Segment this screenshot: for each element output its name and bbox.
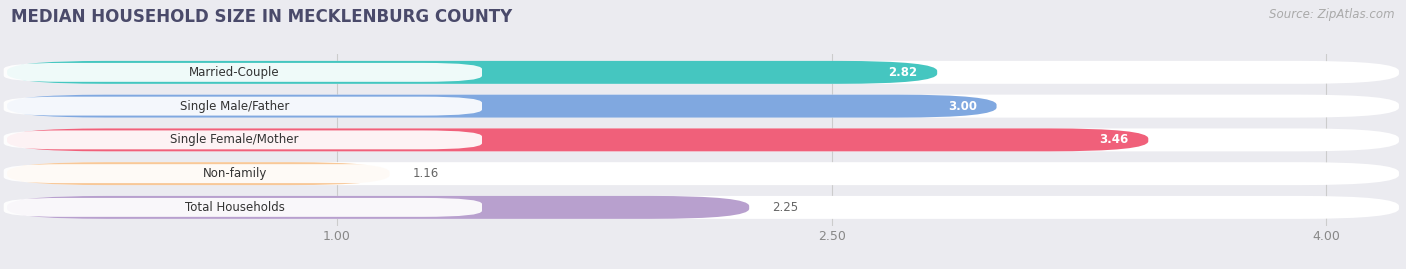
Text: 3.00: 3.00 <box>948 100 977 113</box>
FancyBboxPatch shape <box>4 130 482 149</box>
Text: 2.82: 2.82 <box>889 66 917 79</box>
FancyBboxPatch shape <box>7 162 389 185</box>
Text: Single Male/Father: Single Male/Father <box>180 100 290 113</box>
FancyBboxPatch shape <box>7 128 1399 151</box>
Text: 3.46: 3.46 <box>1099 133 1129 146</box>
FancyBboxPatch shape <box>4 164 482 183</box>
FancyBboxPatch shape <box>7 61 1399 84</box>
Text: Non-family: Non-family <box>202 167 267 180</box>
Text: MEDIAN HOUSEHOLD SIZE IN MECKLENBURG COUNTY: MEDIAN HOUSEHOLD SIZE IN MECKLENBURG COU… <box>11 8 513 26</box>
FancyBboxPatch shape <box>4 97 482 116</box>
Text: Married-Couple: Married-Couple <box>190 66 280 79</box>
FancyBboxPatch shape <box>4 63 482 82</box>
Text: Source: ZipAtlas.com: Source: ZipAtlas.com <box>1270 8 1395 21</box>
FancyBboxPatch shape <box>7 61 938 84</box>
FancyBboxPatch shape <box>7 196 1399 219</box>
FancyBboxPatch shape <box>7 95 997 118</box>
FancyBboxPatch shape <box>4 198 482 217</box>
FancyBboxPatch shape <box>7 196 749 219</box>
FancyBboxPatch shape <box>7 128 1149 151</box>
FancyBboxPatch shape <box>7 95 1399 118</box>
Text: 2.25: 2.25 <box>772 201 799 214</box>
Text: Total Households: Total Households <box>184 201 284 214</box>
Text: Single Female/Mother: Single Female/Mother <box>170 133 299 146</box>
Text: 1.16: 1.16 <box>413 167 439 180</box>
FancyBboxPatch shape <box>7 162 1399 185</box>
